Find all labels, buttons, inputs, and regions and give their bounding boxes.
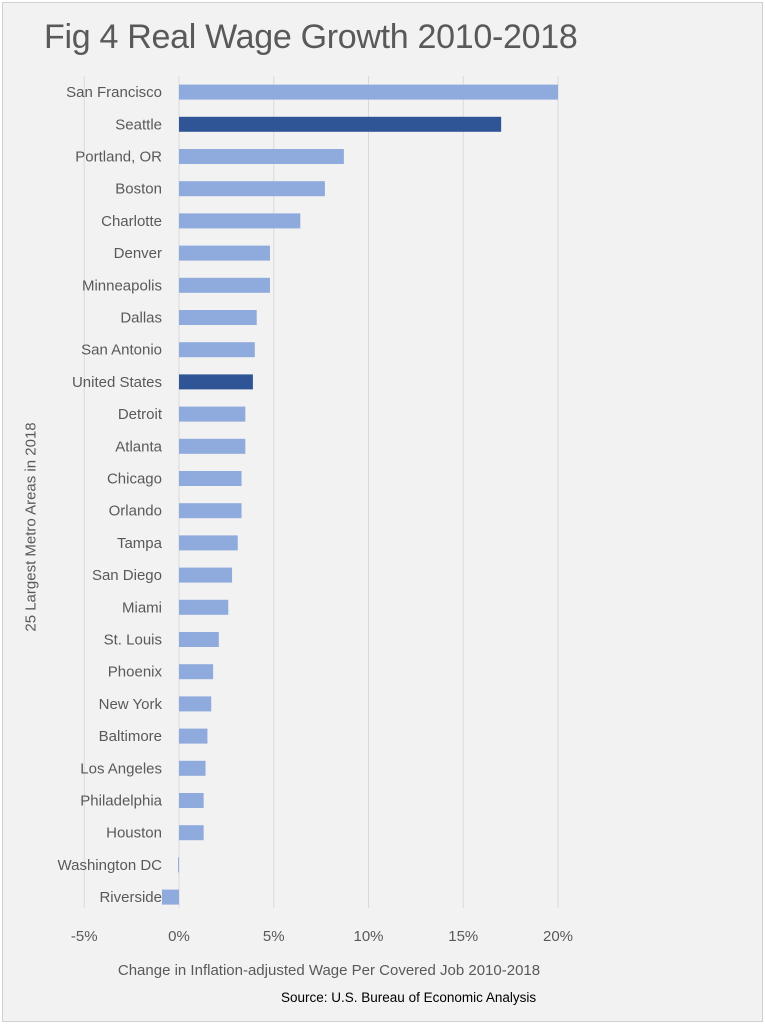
category-label: Orlando [109,503,162,520]
category-label: Riverside [99,889,162,906]
bar-orlando [179,503,242,518]
category-label: Portland, OR [75,149,162,166]
category-label: Dallas [120,310,162,327]
bar-new-york [179,696,211,711]
bar-san-diego [179,568,232,583]
category-label: Denver [114,245,162,262]
bar-chart: San Francisco Seattle Portland, OR Boston Ch… [0,0,765,1024]
bar-charlotte [179,213,300,228]
category-label: Seattle [115,116,162,133]
y-axis-label: 25 Largest Metro Areas in 2018 [23,422,40,631]
category-label: San Antonio [81,342,162,359]
bar-miami [179,600,228,615]
bar-riverside [162,890,179,905]
bar-philadelphia [179,793,204,808]
bar-detroit [179,407,245,422]
x-axis-label: Change in Inflation-adjusted Wage Per Co… [118,962,540,979]
x-tick-label: 10% [353,928,383,945]
category-label: Miami [122,599,162,616]
bar-portland-or [179,149,344,164]
source-note: Source: U.S. Bureau of Economic Analysis [281,990,536,1005]
bar-los-angeles [179,761,206,776]
x-tick-labels: -5% 0% 5% 10% 15% 20% [71,928,573,945]
category-label: Baltimore [99,728,162,745]
category-label: Boston [115,181,162,198]
x-tick-label: -5% [71,928,98,945]
bar-baltimore [179,729,207,744]
x-tick-label: 5% [263,928,285,945]
category-label: Detroit [118,406,163,423]
bar-boston [179,181,325,196]
bar-houston [179,825,204,840]
category-labels: San Francisco Seattle Portland, OR Boston Ch… [58,84,163,906]
category-label: San Diego [92,567,162,584]
bar-washington-dc [178,857,179,872]
x-tick-label: 0% [168,928,190,945]
bar-phoenix [179,664,213,679]
category-label: Charlotte [101,213,162,230]
bar-san-francisco [179,85,558,100]
bar-san-antonio [179,342,255,357]
category-label: New York [99,696,163,713]
category-label: Washington DC [58,857,163,874]
x-tick-label: 20% [543,928,573,945]
category-label: San Francisco [66,84,162,101]
grid-lines [84,76,558,908]
x-tick-label: 15% [448,928,478,945]
category-label: Chicago [107,471,162,488]
bars [162,85,558,905]
bar-chicago [179,471,242,486]
bar-denver [179,246,270,261]
category-label: Philadelphia [80,793,162,810]
bar-atlanta [179,439,245,454]
category-label: Los Angeles [80,760,162,777]
category-label: Phoenix [108,664,163,681]
category-label: Minneapolis [82,277,162,294]
category-label: United States [72,374,162,391]
bar-united-states [179,374,253,389]
bar-minneapolis [179,278,270,293]
category-label: Tampa [117,535,163,552]
bar-dallas [179,310,257,325]
category-label: Atlanta [115,438,162,455]
category-label: St. Louis [104,632,162,649]
bar-seattle [179,117,501,132]
category-label: Houston [106,825,162,842]
bar-tampa [179,535,238,550]
bar-st-louis [179,632,219,647]
